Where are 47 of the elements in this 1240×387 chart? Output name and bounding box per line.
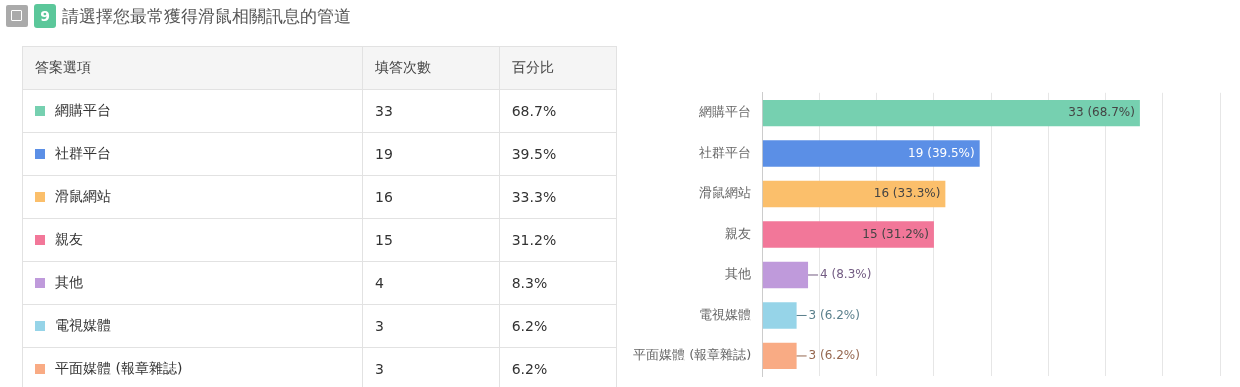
text: 4 bbox=[362, 261, 500, 305]
text: 親友 bbox=[22, 218, 363, 262]
text: 33 bbox=[362, 89, 500, 133]
text: 3 bbox=[362, 347, 500, 387]
text: 9 bbox=[34, 4, 56, 28]
text: 滑鼠網站 bbox=[22, 175, 363, 219]
bar bbox=[762, 99, 1140, 127]
text: 19 bbox=[362, 132, 500, 176]
bar bbox=[762, 302, 797, 329]
text: 填答次數 bbox=[362, 46, 500, 90]
bar bbox=[762, 221, 934, 248]
text: 6.2% bbox=[499, 304, 617, 348]
text: 其他 bbox=[22, 261, 363, 305]
bar bbox=[762, 261, 809, 289]
bar bbox=[762, 180, 946, 208]
text: 15 bbox=[362, 218, 500, 262]
text: 31.2% bbox=[499, 218, 617, 262]
text: 百分比 bbox=[499, 46, 617, 90]
data-label: 19 (39.5%) bbox=[908, 145, 975, 160]
y-tick-label: 電視媒體 bbox=[699, 306, 752, 322]
data-label: 15 (31.2%) bbox=[862, 226, 929, 241]
data-label: 3 (6.2%) bbox=[808, 348, 860, 363]
text: 答案選項 bbox=[22, 46, 363, 90]
data-label: 4 (8.3%) bbox=[820, 267, 872, 282]
text: 請選擇您最常獲得滑鼠相關訊息的管道 bbox=[62, 4, 351, 28]
y-tick-label: 社群平台 bbox=[699, 144, 752, 160]
text: 網購平台 bbox=[22, 89, 363, 133]
text: 8.3% bbox=[499, 261, 617, 305]
y-tick-label: 其他 bbox=[725, 266, 752, 282]
text: 6.2% bbox=[499, 347, 617, 387]
y-tick-label: 網購平台 bbox=[698, 104, 752, 120]
text: 電視媒體 bbox=[22, 304, 363, 348]
text: 平面媒體 (報章雜誌) bbox=[22, 347, 363, 387]
text: 39.5% bbox=[499, 132, 617, 176]
text: 33.3% bbox=[499, 175, 617, 219]
data-label: 3 (6.2%) bbox=[808, 307, 860, 322]
bar bbox=[762, 140, 980, 167]
data-label: 33 (68.7%) bbox=[1068, 105, 1135, 120]
y-tick-label: 滑鼠網站 bbox=[699, 185, 752, 201]
y-tick-label: 親友 bbox=[725, 225, 752, 241]
y-tick-label: 平面媒體 (報章雜誌) bbox=[632, 347, 752, 363]
text: 3 bbox=[362, 304, 500, 348]
text: 社群平台 bbox=[22, 132, 363, 176]
text: 68.7% bbox=[499, 89, 617, 133]
data-label: 16 (33.3%) bbox=[873, 186, 941, 201]
bar bbox=[762, 342, 797, 370]
text: 16 bbox=[362, 175, 500, 219]
